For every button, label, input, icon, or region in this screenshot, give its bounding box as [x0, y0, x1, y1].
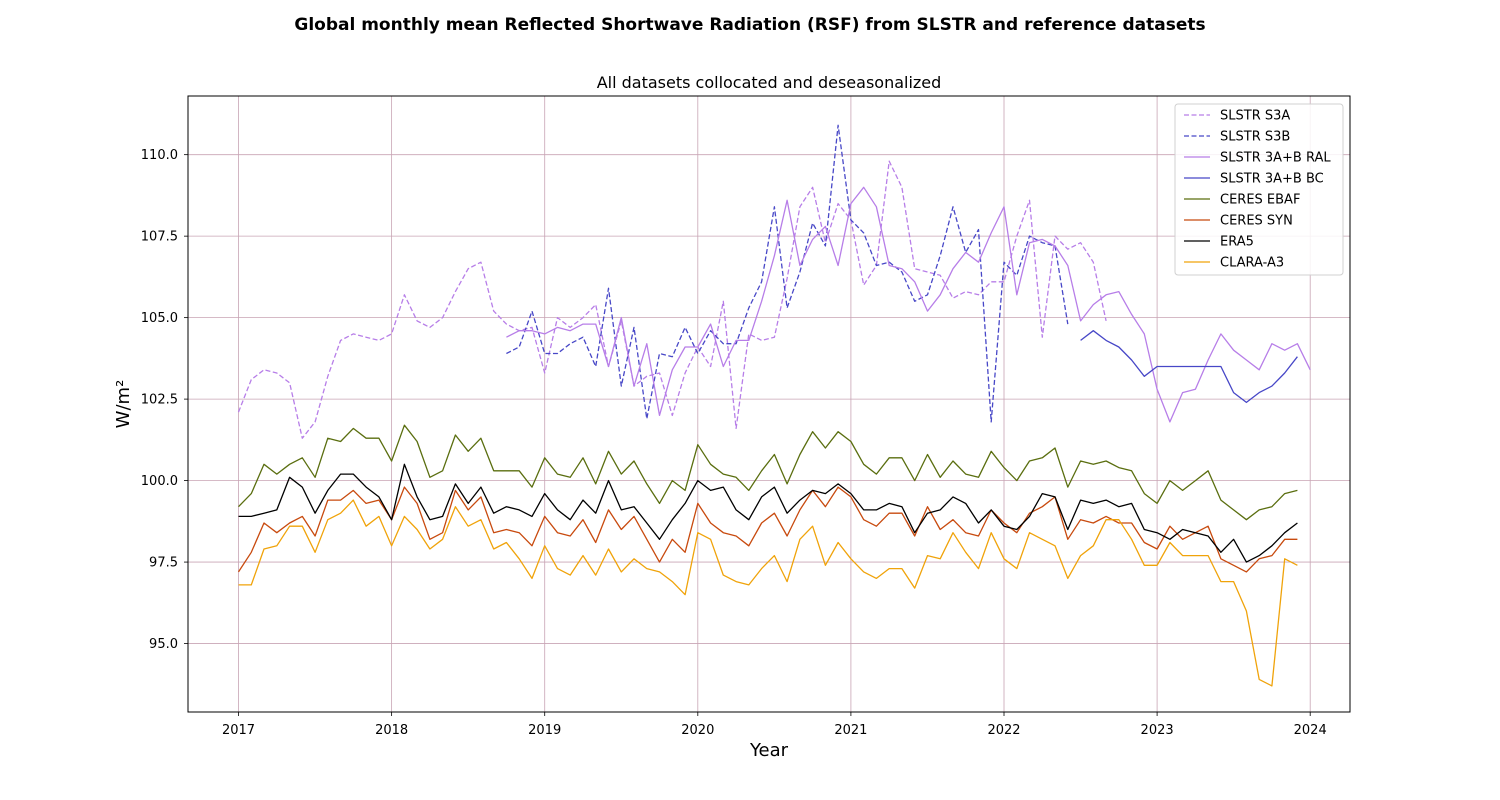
x-tick-label: 2018 — [375, 723, 408, 738]
x-axis-label: Year — [749, 740, 789, 761]
legend: SLSTR S3A SLSTR S3B SLSTR 3A+B RAL SLSTR 3A… — [1174, 103, 1344, 276]
x-tick-label: 2024 — [1294, 723, 1327, 738]
y-tick-label: 95.0 — [149, 637, 178, 652]
y-tick-label: 100.0 — [141, 474, 178, 489]
x-tick-label: 2017 — [222, 723, 255, 738]
legend-label: SLSTR S3A — [1220, 109, 1290, 124]
series-line-1 — [506, 124, 1069, 423]
y-tick-label: 107.5 — [141, 230, 178, 245]
y-axis-label: W/m² — [113, 380, 134, 429]
series-line-3 — [1080, 330, 1298, 404]
legend-label: ERA5 — [1220, 235, 1254, 250]
legend-label: CERES EBAF — [1220, 193, 1300, 208]
chart-subtitle: All datasets collocated and deseasonaliz… — [597, 73, 942, 92]
legend-label: SLSTR 3A+B BC — [1220, 172, 1324, 187]
chart-title: Global monthly mean Reflected Shortwave … — [294, 15, 1205, 35]
plot-frame — [187, 95, 1351, 713]
y-tick-label: 102.5 — [141, 393, 178, 408]
series-line-5 — [237, 486, 1298, 573]
series-line-7 — [238, 499, 1298, 687]
legend-box — [1174, 103, 1344, 276]
legend-label: SLSTR 3A+B RAL — [1220, 151, 1331, 166]
y-tick-label: 97.5 — [149, 556, 178, 571]
series-line-2 — [506, 186, 1311, 423]
series-lines — [237, 124, 1311, 687]
y-tick-label: 110.0 — [141, 148, 178, 163]
y-tick-label: 105.0 — [141, 311, 178, 326]
legend-label: SLSTR S3B — [1220, 130, 1290, 145]
axis-ticks: 2017 2018 2019 2020 2021 2022 2023 2024 95.0 97.5… — [141, 148, 1327, 738]
series-line-0 — [237, 160, 1107, 439]
series-line-6 — [238, 463, 1298, 563]
legend-label: CLARA-A3 — [1220, 256, 1284, 271]
x-tick-label: 2019 — [528, 723, 561, 738]
series-line-4 — [238, 424, 1298, 521]
x-tick-label: 2022 — [987, 723, 1020, 738]
x-tick-label: 2023 — [1141, 723, 1174, 738]
legend-label: CERES SYN — [1220, 214, 1293, 229]
x-tick-label: 2020 — [681, 723, 714, 738]
x-tick-label: 2021 — [834, 723, 867, 738]
